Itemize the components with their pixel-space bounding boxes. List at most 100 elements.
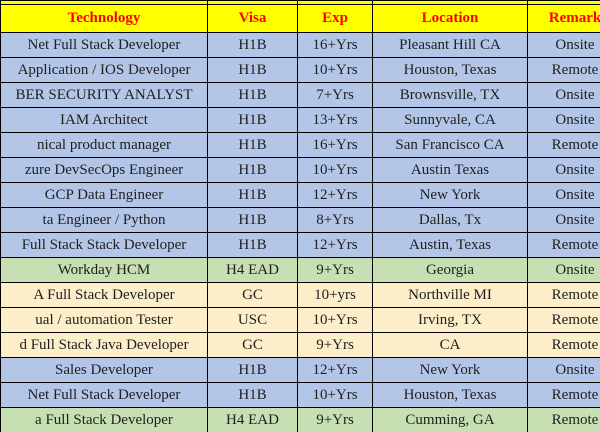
- cell-remark[interactable]: Remote: [527, 282, 600, 308]
- cell-visa[interactable]: GC: [207, 332, 298, 358]
- cell-exp[interactable]: 10+Yrs: [297, 157, 373, 183]
- cell-remark[interactable]: Remote: [527, 332, 600, 358]
- cell-remark[interactable]: Onsite: [527, 157, 600, 183]
- cell-visa[interactable]: GC: [207, 282, 298, 308]
- cell-visa[interactable]: H1B: [207, 132, 298, 158]
- cell-technology[interactable]: BER SECURITY ANALYST: [0, 82, 208, 108]
- cell-technology[interactable]: IAM Architect: [0, 107, 208, 133]
- cell-remark[interactable]: Remote: [527, 407, 600, 432]
- cell-exp[interactable]: 10+Yrs: [297, 382, 373, 408]
- cell-visa[interactable]: H1B: [207, 57, 298, 83]
- cell-exp[interactable]: 10+Yrs: [297, 307, 373, 333]
- cell-remark[interactable]: Remote: [527, 132, 600, 158]
- cell-visa[interactable]: H1B: [207, 82, 298, 108]
- cell-technology[interactable]: Workday HCM: [0, 257, 208, 283]
- cell-location[interactable]: CA: [372, 332, 528, 358]
- cell-exp[interactable]: 10+Yrs: [297, 57, 373, 83]
- column-header-technology[interactable]: Technology: [0, 4, 208, 33]
- cell-location[interactable]: Irving, TX: [372, 307, 528, 333]
- cell-technology[interactable]: zure DevSecOps Engineer: [0, 157, 208, 183]
- table-row: Net Full Stack Developer H1B 10+Yrs Hous…: [0, 382, 600, 408]
- cell-location[interactable]: Austin Texas: [372, 157, 528, 183]
- cell-visa[interactable]: USC: [207, 307, 298, 333]
- cell-technology[interactable]: ual / automation Tester: [0, 307, 208, 333]
- cell-visa[interactable]: H1B: [207, 382, 298, 408]
- table-row: A Full Stack Developer GC 10+yrs Northvi…: [0, 282, 600, 308]
- column-header-remark[interactable]: Remark: [527, 4, 600, 33]
- cell-remark[interactable]: Onsite: [527, 357, 600, 383]
- table-row: a Full Stack Developer H4 EAD 9+Yrs Cumm…: [0, 407, 600, 432]
- cell-visa[interactable]: H4 EAD: [207, 257, 298, 283]
- cell-location[interactable]: Brownsville, TX: [372, 82, 528, 108]
- cell-location[interactable]: Austin, Texas: [372, 232, 528, 258]
- cell-technology[interactable]: Net Full Stack Developer: [0, 382, 208, 408]
- cell-technology[interactable]: Full Stack Stack Developer: [0, 232, 208, 258]
- cell-location[interactable]: Dallas, Tx: [372, 207, 528, 233]
- cell-technology[interactable]: Net Full Stack Developer: [0, 32, 208, 58]
- cell-exp[interactable]: 10+yrs: [297, 282, 373, 308]
- cell-exp[interactable]: 7+Yrs: [297, 82, 373, 108]
- cell-technology[interactable]: GCP Data Engineer: [0, 182, 208, 208]
- cell-exp[interactable]: 9+Yrs: [297, 332, 373, 358]
- header-row: Technology Visa Exp Location Remark: [0, 4, 600, 33]
- cell-remark[interactable]: Remote: [527, 57, 600, 83]
- cell-visa[interactable]: H1B: [207, 157, 298, 183]
- cell-visa[interactable]: H1B: [207, 32, 298, 58]
- table-row: d Full Stack Java Developer GC 9+Yrs CA …: [0, 332, 600, 358]
- table-row: Workday HCM H4 EAD 9+Yrs Georgia Onsite: [0, 257, 600, 283]
- table-row: zure DevSecOps Engineer H1B 10+Yrs Austi…: [0, 157, 600, 183]
- table-row: BER SECURITY ANALYST H1B 7+Yrs Brownsvil…: [0, 82, 600, 108]
- cell-technology[interactable]: Sales Developer: [0, 357, 208, 383]
- cell-remark[interactable]: Onsite: [527, 257, 600, 283]
- cell-remark[interactable]: Remote: [527, 232, 600, 258]
- cell-exp[interactable]: 16+Yrs: [297, 132, 373, 158]
- cell-technology[interactable]: Application / IOS Developer: [0, 57, 208, 83]
- cell-exp[interactable]: 9+Yrs: [297, 407, 373, 432]
- cell-visa[interactable]: H1B: [207, 182, 298, 208]
- cell-location[interactable]: Cumming, GA: [372, 407, 528, 432]
- cell-technology[interactable]: d Full Stack Java Developer: [0, 332, 208, 358]
- cell-location[interactable]: Houston, Texas: [372, 57, 528, 83]
- column-header-visa[interactable]: Visa: [207, 4, 298, 33]
- cell-remark[interactable]: Onsite: [527, 82, 600, 108]
- column-header-exp[interactable]: Exp: [297, 4, 373, 33]
- cell-remark[interactable]: Onsite: [527, 32, 600, 58]
- cell-exp[interactable]: 16+Yrs: [297, 32, 373, 58]
- cell-exp[interactable]: 12+Yrs: [297, 357, 373, 383]
- table-row: nical product manager H1B 16+Yrs San Fra…: [0, 132, 600, 158]
- cell-location[interactable]: New York: [372, 182, 528, 208]
- cell-location[interactable]: Georgia: [372, 257, 528, 283]
- table-row: Sales Developer H1B 12+Yrs New York Onsi…: [0, 357, 600, 383]
- cell-location[interactable]: San Francisco CA: [372, 132, 528, 158]
- cell-location[interactable]: Sunnyvale, CA: [372, 107, 528, 133]
- cell-exp[interactable]: 12+Yrs: [297, 232, 373, 258]
- table-row: IAM Architect H1B 13+Yrs Sunnyvale, CA O…: [0, 107, 600, 133]
- cell-visa[interactable]: H4 EAD: [207, 407, 298, 432]
- cell-technology[interactable]: ta Engineer / Python: [0, 207, 208, 233]
- cell-remark[interactable]: Onsite: [527, 107, 600, 133]
- cell-location[interactable]: Houston, Texas: [372, 382, 528, 408]
- column-header-location[interactable]: Location: [372, 4, 528, 33]
- table-row: ta Engineer / Python H1B 8+Yrs Dallas, T…: [0, 207, 600, 233]
- table-row: GCP Data Engineer H1B 12+Yrs New York On…: [0, 182, 600, 208]
- cell-remark[interactable]: Onsite: [527, 182, 600, 208]
- cell-visa[interactable]: H1B: [207, 232, 298, 258]
- cell-exp[interactable]: 9+Yrs: [297, 257, 373, 283]
- cell-visa[interactable]: H1B: [207, 357, 298, 383]
- cell-remark[interactable]: Remote: [527, 382, 600, 408]
- cell-location[interactable]: Pleasant Hill CA: [372, 32, 528, 58]
- cell-exp[interactable]: 8+Yrs: [297, 207, 373, 233]
- table-row: ual / automation Tester USC 10+Yrs Irvin…: [0, 307, 600, 333]
- cell-technology[interactable]: a Full Stack Developer: [0, 407, 208, 432]
- cell-visa[interactable]: H1B: [207, 207, 298, 233]
- cell-technology[interactable]: A Full Stack Developer: [0, 282, 208, 308]
- cell-location[interactable]: New York: [372, 357, 528, 383]
- cell-remark[interactable]: Remote: [527, 307, 600, 333]
- cell-remark[interactable]: Onsite: [527, 207, 600, 233]
- cell-location[interactable]: Northville MI: [372, 282, 528, 308]
- cell-visa[interactable]: H1B: [207, 107, 298, 133]
- cell-technology[interactable]: nical product manager: [0, 132, 208, 158]
- cell-exp[interactable]: 13+Yrs: [297, 107, 373, 133]
- cell-exp[interactable]: 12+Yrs: [297, 182, 373, 208]
